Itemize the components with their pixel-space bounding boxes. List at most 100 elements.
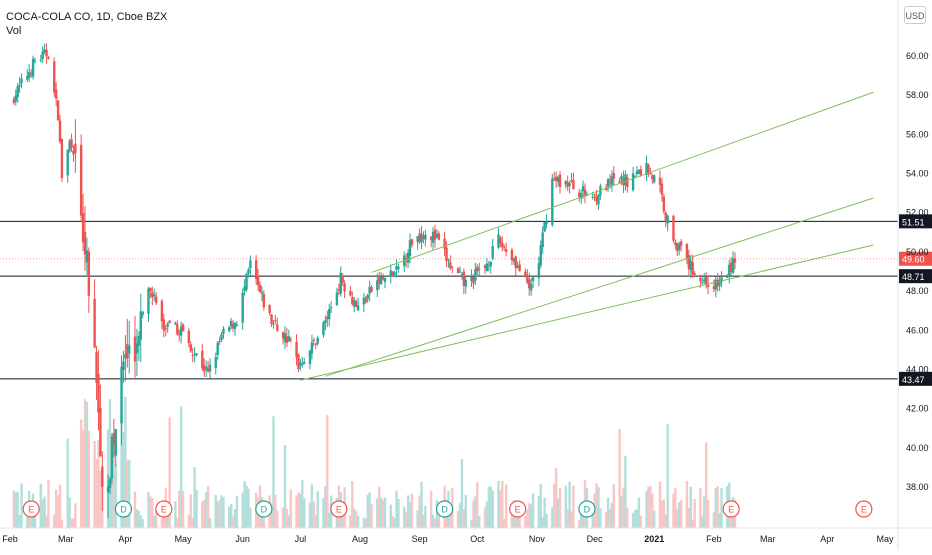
volume-bar [537, 495, 541, 528]
candle-body [201, 350, 204, 369]
candle-body [139, 311, 142, 340]
time-tick-label: Jul [295, 534, 307, 544]
candle-body [397, 266, 400, 270]
volume-bar [489, 486, 492, 528]
volume-bar [220, 495, 223, 528]
price-tick-label: 40.00 [906, 443, 929, 453]
candle-body [610, 176, 614, 186]
volume-bar [245, 485, 248, 528]
candle-body [258, 284, 262, 293]
volume-bar [701, 516, 704, 528]
volume-bar [706, 500, 710, 528]
volume-bar [572, 485, 575, 528]
price-tick-label: 42.00 [906, 404, 929, 414]
volume-bar [312, 501, 316, 528]
candle-body [689, 260, 692, 271]
candle-body [699, 277, 702, 281]
candle-body [383, 277, 387, 282]
volume-bar [624, 456, 627, 528]
candle-body [101, 466, 104, 487]
volume-bar [526, 509, 529, 528]
candle-body [541, 232, 544, 248]
candle-body [45, 49, 48, 57]
candle-body [714, 279, 717, 290]
volume-bar [714, 488, 717, 528]
horizontal-line-label: 48.71 [902, 272, 925, 282]
candle-body [458, 271, 462, 273]
candle-body [431, 231, 435, 243]
candle-body [687, 255, 691, 270]
volume-bar [99, 470, 102, 528]
candle-body [187, 330, 191, 344]
volume-bar [189, 494, 192, 528]
candle-body [637, 170, 641, 174]
symbol-title: COCA-COLA CO, 1D, Cboe BZX [6, 11, 168, 23]
volume-bar [218, 500, 221, 528]
candle-body [389, 270, 392, 277]
volume-bar [456, 510, 460, 528]
volume-bar [676, 508, 679, 528]
candle-body [376, 280, 379, 291]
candle-body [249, 260, 252, 269]
candle-body [206, 367, 210, 372]
volume-bar [462, 509, 466, 528]
candle-body [462, 271, 466, 286]
currency-button[interactable]: USD [904, 6, 926, 24]
volume-bar [166, 513, 169, 528]
volume-bar [689, 486, 692, 528]
volume-bar [691, 519, 694, 528]
horizontal-line-label-bg [899, 371, 932, 386]
candle-body [270, 314, 273, 324]
candle-body [531, 277, 535, 281]
volume-bar [483, 507, 487, 528]
candle-body [353, 300, 356, 307]
event-marker-label: D [120, 505, 127, 515]
volume-bar [543, 497, 546, 528]
trendline [325, 197, 874, 377]
volume-bar [685, 480, 689, 528]
candle-body [731, 258, 735, 273]
volume-bar [404, 511, 408, 528]
horizontal-line-label: 51.51 [902, 217, 925, 227]
volume-bar [720, 488, 723, 528]
candle-body [301, 364, 304, 366]
candle-body [545, 221, 548, 225]
time-tick-label: 2021 [644, 534, 664, 544]
volume-bar [476, 482, 479, 528]
candle-body [231, 324, 235, 329]
volume-bar [93, 440, 96, 528]
candle-body [43, 49, 46, 53]
candle-body [558, 174, 562, 188]
candle-body [554, 176, 558, 181]
candle-body [597, 195, 600, 205]
volume-bar [664, 514, 667, 528]
candle-body [474, 269, 477, 281]
candle-body [203, 365, 206, 372]
volume-bar [568, 481, 571, 528]
candle-body [133, 336, 137, 362]
candle-body [181, 324, 185, 332]
volume-bar [406, 495, 410, 528]
volume-bar [631, 512, 635, 528]
volume-bar [416, 510, 419, 528]
last-price-label-bg [899, 251, 932, 266]
volume-bar [341, 507, 344, 528]
candle-body [556, 177, 560, 182]
time-tick-label: Mar [58, 534, 74, 544]
candle-body [174, 323, 177, 325]
volume-bar [376, 498, 379, 528]
volume-bar [718, 513, 721, 528]
volume-bar [274, 494, 277, 528]
candle-body [435, 234, 439, 238]
candle-body [379, 276, 383, 285]
candle-body [149, 287, 152, 292]
candles [12, 43, 737, 518]
candle-body [299, 362, 302, 366]
volume-bar [33, 505, 37, 528]
candle-body [478, 268, 481, 270]
volume-bar [154, 511, 158, 528]
candle-body [354, 301, 358, 308]
volume-bar [272, 416, 275, 528]
